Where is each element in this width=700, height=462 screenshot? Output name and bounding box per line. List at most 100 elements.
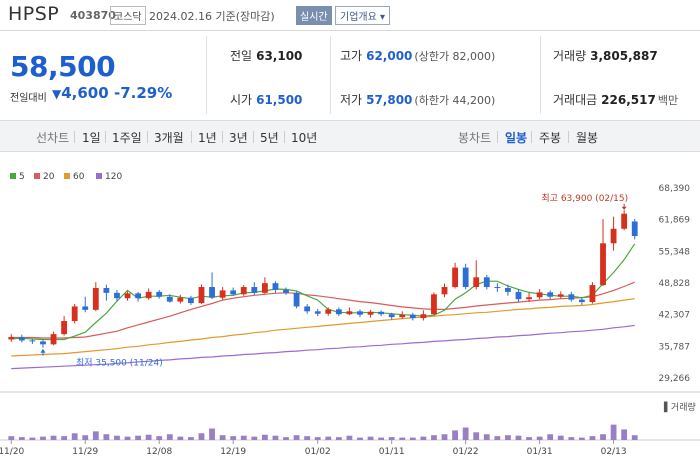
divider bbox=[497, 131, 498, 143]
amount-unit: 백만 bbox=[657, 94, 679, 107]
legend-label: 5 bbox=[19, 172, 25, 182]
tab-candle-chart[interactable]: 봉차트 bbox=[458, 131, 492, 145]
legend-ma60: 60 bbox=[64, 172, 84, 182]
candle-body bbox=[631, 221, 638, 237]
tab-daily[interactable]: 일봉 bbox=[505, 131, 528, 145]
divider bbox=[222, 131, 223, 143]
price-change: ▼4,600 bbox=[52, 84, 109, 102]
volume-bar bbox=[40, 436, 46, 440]
low-label: 저가 bbox=[340, 93, 363, 107]
divider bbox=[330, 36, 331, 114]
candle-body bbox=[283, 289, 289, 293]
candle-body bbox=[589, 285, 596, 303]
x-tick-label: 02/13 bbox=[601, 447, 627, 457]
candle-body bbox=[388, 314, 395, 318]
market-badge: 코스닥 bbox=[110, 6, 146, 25]
candle-body bbox=[293, 292, 300, 307]
candle-body bbox=[367, 311, 374, 315]
ma120-line bbox=[11, 324, 635, 370]
tab-weekly[interactable]: 주봉 bbox=[539, 131, 562, 145]
candle-body bbox=[124, 293, 131, 299]
divider bbox=[74, 131, 75, 143]
y-tick-label: 42,307 bbox=[659, 311, 691, 321]
divider bbox=[0, 30, 700, 31]
candle-body bbox=[547, 292, 554, 297]
tab-3y[interactable]: 3년 bbox=[229, 131, 248, 145]
y-tick-label: 61,869 bbox=[659, 216, 691, 226]
ma20-line bbox=[11, 281, 635, 339]
amount-label: 거래대금 bbox=[553, 93, 598, 107]
volume-bar bbox=[103, 434, 110, 440]
tab-1w[interactable]: 1주일 bbox=[112, 131, 142, 145]
volume-bar bbox=[230, 436, 237, 440]
candle-body bbox=[272, 283, 279, 290]
high-value: 62,000 bbox=[366, 49, 413, 63]
candlestick-chart[interactable]: 68,390 61,869 55,348 48,828 42,307 35,787 29,2… bbox=[0, 180, 700, 462]
volume-bar bbox=[92, 431, 99, 440]
volume-bar bbox=[325, 436, 332, 440]
company-info-button[interactable]: 기업개요 ▾ bbox=[335, 6, 390, 25]
price-panel: 58,500 전일대비 ▼4,600 -7.29% bbox=[0, 36, 207, 114]
volume-label: 거래량 bbox=[553, 49, 587, 63]
volume-bar bbox=[367, 436, 374, 440]
candle-body bbox=[578, 299, 585, 303]
price-change-percent: -7.29% bbox=[114, 84, 173, 102]
stock-name: HPSP bbox=[8, 3, 60, 25]
candle-body bbox=[103, 287, 110, 293]
volume-bar bbox=[335, 437, 342, 440]
as-of-date: 2024.02.16 기준(장마감) bbox=[149, 10, 275, 23]
candle-body bbox=[188, 297, 194, 304]
candle-body bbox=[536, 292, 543, 298]
candle-body bbox=[505, 287, 511, 292]
amount-value: 226,517 bbox=[601, 93, 656, 107]
candle-body bbox=[177, 297, 184, 302]
candle-body bbox=[526, 297, 532, 300]
low-price: 저가 57,800 (하한가 44,200) bbox=[340, 91, 495, 108]
candle-body bbox=[135, 293, 141, 299]
candle-body bbox=[399, 314, 406, 318]
trade-amount: 거래대금 226,517 백만 bbox=[553, 91, 678, 108]
volume-bar bbox=[82, 435, 89, 440]
volume-bar bbox=[8, 436, 15, 440]
volume-bar bbox=[272, 435, 279, 440]
candle-body bbox=[251, 287, 258, 293]
candle-body bbox=[40, 341, 46, 345]
tab-1y[interactable]: 1년 bbox=[198, 131, 217, 145]
tab-monthly[interactable]: 월봉 bbox=[576, 131, 599, 145]
volume-bar bbox=[621, 429, 628, 440]
legend-label: 120 bbox=[105, 172, 123, 182]
divider bbox=[147, 131, 148, 143]
tab-3m[interactable]: 3개월 bbox=[154, 131, 184, 145]
volume-bar bbox=[462, 427, 469, 440]
volume-bar bbox=[261, 434, 268, 440]
open-label: 시가 bbox=[230, 93, 253, 107]
volume-bar bbox=[240, 435, 247, 440]
volume-bar bbox=[600, 434, 606, 440]
volume-bar bbox=[177, 436, 184, 440]
y-tick-label: 35,787 bbox=[659, 342, 691, 352]
realtime-button[interactable]: 실시간 bbox=[296, 6, 332, 25]
candle-body bbox=[82, 306, 89, 310]
prev-close-value: 63,100 bbox=[256, 49, 303, 63]
legend-ma120: 120 bbox=[96, 172, 122, 182]
volume-bar bbox=[578, 437, 585, 440]
candle-body bbox=[515, 291, 522, 300]
tab-1d[interactable]: 1일 bbox=[82, 131, 101, 145]
candle-body bbox=[483, 277, 490, 288]
candle-body bbox=[600, 243, 606, 286]
tab-10y[interactable]: 10년 bbox=[291, 131, 318, 145]
x-tick-label: 01/11 bbox=[379, 447, 405, 457]
candle-body bbox=[494, 287, 501, 289]
high-annotation: 최고 63,900 (02/15) bbox=[541, 193, 628, 204]
volume-bar bbox=[610, 424, 617, 440]
divider bbox=[284, 131, 285, 143]
prev-close: 전일 63,100 bbox=[230, 47, 302, 64]
candle-body bbox=[166, 296, 173, 302]
tab-line-chart[interactable]: 선차트 bbox=[36, 131, 70, 145]
low-annotation: 최저 35,500 (11/24) bbox=[76, 358, 163, 369]
tab-5y[interactable]: 5년 bbox=[260, 131, 279, 145]
candle-body bbox=[452, 267, 458, 288]
volume-bar bbox=[188, 437, 194, 440]
volume-bar bbox=[420, 436, 427, 440]
low-arrow-head bbox=[40, 348, 46, 353]
